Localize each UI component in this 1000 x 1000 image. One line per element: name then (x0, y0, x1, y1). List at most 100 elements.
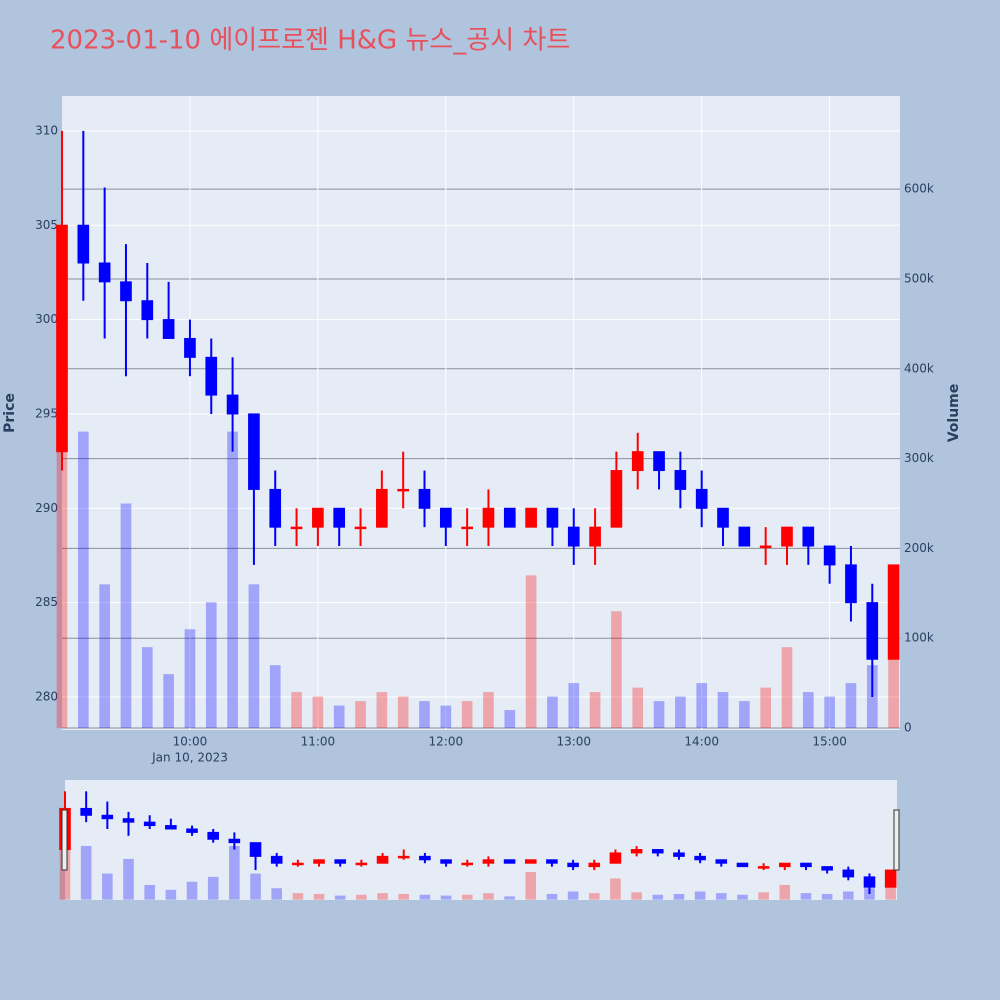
x-tick-label: 12:00 (429, 735, 464, 749)
candle-volume-bar (461, 701, 473, 729)
y2-tick-label: 100k (904, 631, 934, 645)
candle-volume-bar (696, 683, 708, 729)
slider-candle-volume-bar (356, 894, 367, 900)
slider-candle-volume-bar (334, 895, 346, 900)
range-handle[interactable] (61, 809, 68, 871)
candle-body (610, 470, 623, 528)
range-handle[interactable] (893, 809, 900, 871)
candle-body (98, 262, 111, 283)
range-slider[interactable] (65, 780, 897, 900)
slider-candle-volume-bar (694, 891, 706, 900)
candle-body (802, 526, 815, 547)
slider-candle-body (800, 862, 812, 868)
y2-tick-label: 500k (904, 271, 934, 285)
slider-candle-body (736, 862, 749, 868)
y2-tick-label: 200k (904, 541, 934, 555)
x-date-label: Jan 10, 2023 (151, 751, 228, 765)
candle-body (674, 470, 687, 490)
slider-candle-volume-bar (673, 893, 685, 900)
slider-candle-volume-bar (102, 873, 113, 900)
slider-candle-volume-bar (525, 871, 537, 900)
slider-candle-volume-bar (610, 878, 621, 900)
y2-tick-label: 600k (904, 182, 934, 196)
candle-body (397, 488, 410, 492)
slider-candle-body (101, 814, 114, 820)
candle-body (482, 507, 495, 528)
candle-body (525, 507, 537, 528)
candle-body (823, 545, 836, 566)
slider-candle-volume-bar (631, 892, 642, 900)
y2-tick-label: 400k (904, 361, 934, 375)
slider-candle-volume-bar (186, 881, 198, 900)
candle-body (77, 224, 90, 264)
slider-candle-volume-bar (461, 894, 473, 900)
slider-candle-body (503, 859, 516, 864)
y-tick-label: 310 (35, 123, 58, 137)
slider-candle-body (419, 855, 431, 861)
chart-title: 2023-01-10 에이프로젠 H&G 뉴스_공시 차트 (50, 26, 570, 56)
slider-candle-volume-bar (398, 893, 410, 900)
slider-candle-volume-bar (567, 891, 579, 900)
y-tick-label: 290 (35, 501, 58, 515)
slider-candle-body (546, 859, 558, 864)
y-axis-title: Price (2, 393, 18, 433)
candle-body (759, 545, 772, 549)
candle-body (866, 602, 879, 660)
x-tick-label: 15:00 (812, 735, 847, 749)
candle-body (589, 526, 601, 547)
candle-volume-bar (355, 701, 366, 729)
slider-candle-body (609, 852, 622, 864)
candle-body (887, 564, 900, 660)
slider-candle-volume-bar (165, 889, 177, 900)
candle-volume-bar (120, 503, 132, 729)
candle-body (717, 507, 729, 528)
y-tick-label: 300 (35, 312, 58, 326)
candle-body (184, 337, 196, 358)
candle-volume-bar (312, 696, 324, 729)
slider-candle-volume-bar (821, 893, 833, 900)
slider-candle-body (207, 831, 219, 840)
slider-candle-volume-bar (419, 894, 431, 900)
candle-body (418, 488, 431, 509)
slider-candle-body (440, 859, 452, 864)
slider-candle-body (186, 828, 198, 833)
candle-volume-bar (547, 696, 558, 729)
candle-volume-bar (717, 692, 729, 729)
slider-candle-volume-bar (800, 893, 812, 900)
slider-candle-body (461, 862, 474, 866)
candle-volume-bar (248, 584, 260, 729)
slider-candle-body (249, 842, 262, 857)
candle-volume-bar (760, 687, 771, 729)
candle-body (631, 451, 644, 472)
slider-candle-body (715, 859, 728, 864)
slider-candle-body (863, 876, 876, 888)
candle-volume-bar (483, 692, 494, 729)
slider-candle-volume-bar (271, 888, 282, 900)
slider-candle-volume-bar (779, 884, 791, 900)
candle-body (162, 319, 175, 339)
candle-body (376, 488, 388, 528)
candle-body (354, 526, 367, 530)
slider-candle-body (270, 855, 283, 864)
slider-candle-volume-bar (144, 884, 155, 900)
slider-candle-volume-bar (588, 893, 600, 900)
candle-volume-bar (525, 575, 537, 729)
x-tick-label: 14:00 (684, 735, 719, 749)
x-tick-label: 13:00 (556, 735, 591, 749)
slider-candle-body (228, 838, 241, 844)
candle-body (439, 507, 452, 528)
slider-candle-volume-bar (652, 894, 664, 900)
candle-body (312, 507, 324, 528)
slider-candle-volume-bar (483, 893, 494, 900)
candle-volume-bar (504, 710, 516, 729)
slider-candle-volume-bar (229, 845, 240, 900)
slider-candle-body (588, 862, 601, 868)
candle-volume-bar (376, 692, 388, 729)
candle-volume-bar (781, 647, 793, 729)
y-tick-label: 280 (35, 689, 58, 703)
candle-volume-bar (440, 705, 452, 729)
slider-candle-volume-bar (758, 892, 769, 900)
slider-candle-body (779, 862, 791, 868)
